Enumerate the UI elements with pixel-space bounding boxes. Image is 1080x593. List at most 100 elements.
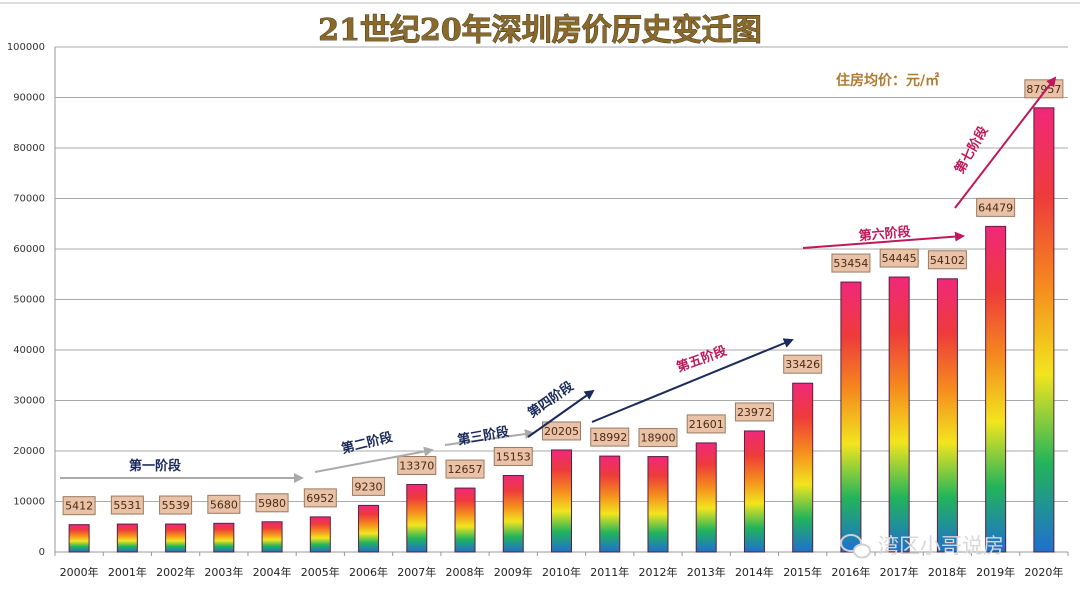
stage-arrow: [591, 338, 794, 423]
x-tick-label: 2020年: [1024, 565, 1063, 579]
x-tick-label: 2003年: [204, 565, 243, 579]
unit-label: 住房均价：元/㎡: [836, 72, 939, 89]
data-label-box: [686, 414, 726, 434]
bar: [743, 430, 765, 553]
data-label-box: [493, 446, 533, 466]
bar: [261, 521, 283, 553]
data-label-box: [207, 494, 241, 514]
bar: [792, 382, 814, 553]
y-tick-label: 30000: [13, 396, 45, 407]
data-label-box: [303, 488, 337, 508]
bar: [936, 278, 958, 553]
data-label-box: [734, 402, 774, 422]
bar: [309, 516, 331, 553]
wechat-icon: [840, 534, 871, 559]
chart-title: 21世纪20年深圳房价历史变迁图: [318, 13, 762, 48]
bar: [599, 455, 621, 553]
data-label: 5531: [113, 499, 141, 512]
x-tick-label: 2006年: [349, 565, 388, 579]
stage-label: 第三阶段: [456, 424, 510, 449]
stage-arrow: [954, 76, 1057, 209]
data-label: 23972: [737, 406, 772, 419]
stage-label: 第一阶段: [129, 458, 181, 474]
data-label: 5412: [65, 500, 93, 513]
stage-arrow: [444, 429, 535, 446]
bar: [454, 487, 476, 553]
y-tick-label: 50000: [13, 295, 45, 306]
data-label: 33426: [785, 358, 820, 371]
y-tick-label: 90000: [13, 93, 45, 104]
bar: [888, 276, 910, 553]
data-label-box: [255, 493, 289, 513]
bar: [840, 281, 862, 553]
bar: [551, 449, 572, 553]
x-tick-label: 2017年: [880, 565, 919, 579]
bar: [985, 225, 1007, 553]
data-label: 54102: [930, 254, 965, 267]
x-tick-label: 2008年: [446, 565, 485, 579]
y-tick-label: 80000: [13, 143, 45, 154]
data-label: 6952: [306, 492, 334, 505]
x-tick-label: 2009年: [494, 565, 533, 579]
data-label-box: [638, 428, 678, 448]
stage-label: 第二阶段: [340, 429, 394, 457]
data-label: 9230: [355, 480, 383, 493]
bar: [502, 474, 524, 553]
x-tick-label: 2010年: [542, 565, 581, 579]
data-label-box: [159, 495, 193, 515]
bar: [358, 504, 380, 553]
y-tick-label: 0: [39, 547, 45, 558]
data-label: 5680: [210, 498, 238, 511]
bar: [213, 522, 235, 553]
x-tick-label: 2016年: [831, 565, 870, 579]
data-label-box: [397, 455, 437, 475]
data-label: 18992: [592, 431, 627, 444]
x-tick-label: 2007年: [397, 565, 436, 579]
bar: [68, 524, 90, 553]
y-tick-label: 70000: [13, 194, 45, 205]
data-label-box: [110, 495, 144, 515]
y-tick-label: 40000: [13, 345, 45, 356]
y-tick-label: 60000: [13, 244, 45, 255]
data-label: 54445: [882, 252, 917, 265]
x-tick-label: 2012年: [638, 565, 677, 579]
x-tick-label: 2011年: [590, 565, 629, 579]
bar: [1033, 107, 1055, 553]
x-tick-label: 2001年: [108, 565, 147, 579]
bar: [647, 456, 669, 553]
data-label-box: [783, 354, 823, 374]
data-label: 20205: [544, 425, 579, 438]
data-label: 53454: [833, 257, 868, 270]
data-label-box: [976, 197, 1016, 217]
data-label-box: [542, 421, 581, 441]
x-tick-label: 2015年: [783, 565, 822, 579]
x-tick-label: 2014年: [735, 565, 774, 579]
data-label: 5539: [162, 499, 190, 512]
data-label-box: [352, 476, 386, 496]
watermark-text: 湾区小哥说房: [878, 534, 1004, 558]
y-tick-label: 100000: [7, 42, 45, 53]
data-label: 18900: [640, 432, 675, 445]
x-tick-label: 2013年: [687, 565, 726, 579]
y-tick-label: 10000: [13, 497, 45, 508]
stage-arrow: [802, 231, 965, 249]
bar: [116, 523, 138, 553]
data-label: 13370: [399, 459, 434, 472]
data-label-box: [445, 459, 485, 479]
data-label: 15153: [496, 450, 531, 463]
data-label-box: [62, 496, 96, 516]
x-tick-label: 2005年: [301, 565, 340, 579]
x-tick-label: 2018年: [928, 565, 967, 579]
bar: [406, 483, 428, 553]
x-tick-label: 2004年: [253, 565, 292, 579]
bar: [165, 523, 187, 553]
stage-arrow: [527, 389, 595, 438]
data-label-box: [831, 253, 871, 273]
stage-arrow: [314, 446, 434, 473]
data-label: 21601: [689, 418, 724, 431]
watermark: 湾区小哥说房: [840, 534, 1004, 559]
data-label-box: [927, 250, 967, 270]
data-label: 64479: [978, 201, 1013, 214]
data-label: 12657: [448, 463, 483, 476]
